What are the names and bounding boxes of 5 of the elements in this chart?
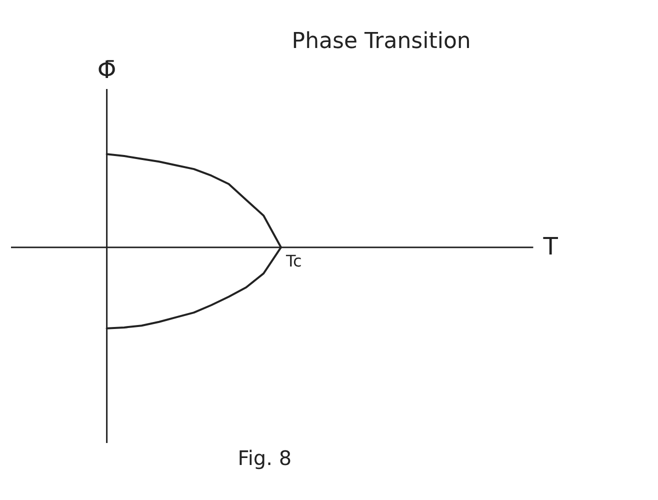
text: Phase Transition (292, 29, 471, 54)
annotation: Tc (285, 251, 302, 270)
text: T (542, 232, 558, 260)
caption: Fig. 8 (238, 446, 292, 470)
y-axis-title: Φ̄ (97, 56, 116, 84)
